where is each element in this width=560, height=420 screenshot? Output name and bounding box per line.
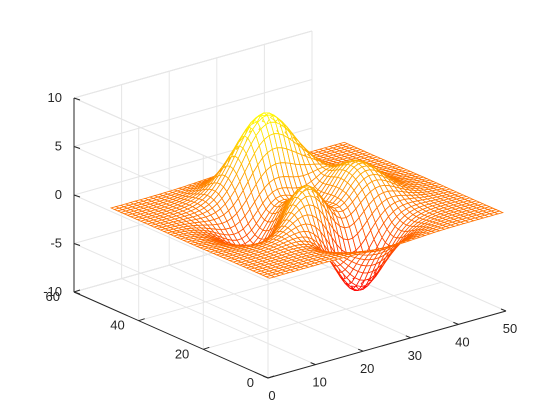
x-tick-label: 40 xyxy=(455,334,469,349)
x-tick-label: 50 xyxy=(503,321,517,336)
grid-line-z-side xyxy=(73,194,269,282)
x-axis-line xyxy=(267,310,507,379)
y-tick-mark xyxy=(138,318,145,322)
y-tick-label: 60 xyxy=(46,289,60,304)
y-tick-label: 40 xyxy=(110,318,124,333)
surface-mesh xyxy=(109,112,504,292)
x-tick-mark xyxy=(310,362,316,366)
z-tick-label: -5 xyxy=(50,236,62,251)
z-tick-label: 10 xyxy=(48,90,62,105)
x-tick-label: 10 xyxy=(312,375,326,390)
z-tick-label: 5 xyxy=(55,139,62,154)
tick-marks xyxy=(73,97,507,379)
y-tick-label: 20 xyxy=(175,346,189,361)
mesh-cell xyxy=(493,210,504,215)
z-tick-mark xyxy=(73,194,81,198)
x-tick-mark xyxy=(262,375,269,379)
x-tick-mark xyxy=(358,348,364,352)
grid-line-z-side xyxy=(73,243,269,330)
x-tick-label: 20 xyxy=(360,361,374,376)
y-tick-mark xyxy=(203,346,210,350)
x-tick-mark xyxy=(405,335,411,339)
z-tick-mark xyxy=(73,243,81,246)
y-tick-mark xyxy=(267,375,275,379)
z-tick-label: -10 xyxy=(43,284,62,299)
z-tick-label: 0 xyxy=(55,187,62,202)
grid-line-x-floor xyxy=(168,264,364,352)
grid-line-z-back xyxy=(73,79,313,147)
grid-line-x-floor xyxy=(121,278,316,366)
y-tick-mark xyxy=(73,289,81,293)
grid-line-z-back xyxy=(73,30,313,99)
x-tick-label: 30 xyxy=(408,348,422,363)
z-tick-mark xyxy=(73,97,81,101)
z-tick-mark xyxy=(73,146,81,149)
x-tick-mark xyxy=(500,308,507,312)
grid-line-y-floor xyxy=(203,281,442,350)
x-tick-mark xyxy=(453,321,459,325)
y-axis-line xyxy=(73,291,269,379)
x-tick-label: 0 xyxy=(268,388,275,403)
tick-labels: 0 10 20 30 40 50 0 20 40 60-10 -5 0 5 10 xyxy=(43,90,517,403)
z-tick-mark xyxy=(73,291,81,295)
y-tick-label: 0 xyxy=(247,375,254,390)
